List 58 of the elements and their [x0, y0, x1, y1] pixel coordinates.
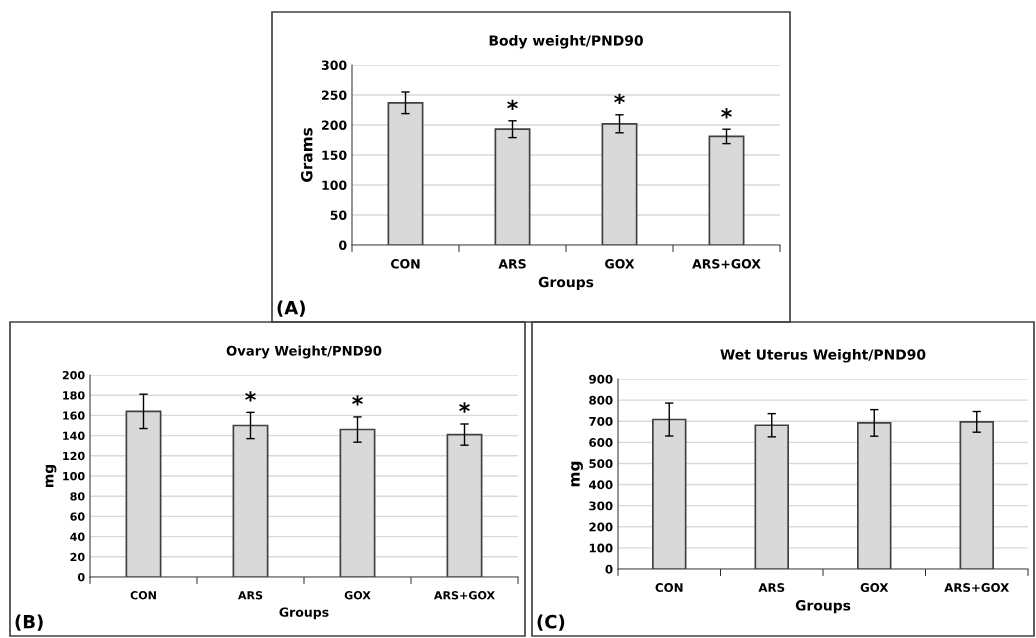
y-tick-label: 160 [63, 411, 85, 420]
y-tick-label: 300 [589, 501, 613, 511]
y-axis-title: Grams [300, 128, 313, 182]
x-tick-label: ARS [758, 583, 785, 593]
y-tick-label: 20 [70, 552, 85, 562]
text: (C) [537, 614, 565, 631]
x-tick-label: CON [130, 591, 156, 600]
y-axis-title: mg [571, 461, 583, 487]
y-tick-label: 150 [322, 150, 347, 160]
x-tick-label: ARS+GOX [692, 259, 761, 269]
y-tick-label: 100 [589, 543, 613, 553]
y-tick-label: 0 [339, 240, 347, 250]
y-tick-label: 200 [322, 120, 347, 130]
x-axis-title: Groups [279, 607, 329, 620]
y-tick-label: 100 [322, 180, 347, 190]
annotation: * [245, 391, 256, 402]
y-tick-label: 100 [63, 471, 85, 481]
y-tick-label: 700 [589, 416, 613, 426]
x-axis-title: Groups [538, 276, 594, 290]
y-axis-title: mg [45, 464, 57, 488]
annotation: * [614, 93, 625, 104]
y-tick-label: 600 [589, 438, 613, 447]
text: (B) [15, 614, 43, 631]
y-tick-label: 400 [589, 480, 613, 490]
y-tick-label: 300 [321, 60, 347, 70]
text: (A) [277, 300, 305, 317]
y-tick-label: 60 [70, 512, 85, 521]
x-tick-label: ARS [237, 591, 263, 600]
x-tick-label: CON [655, 583, 683, 593]
chart-title: Wet Uterus Weight/PND90 [720, 349, 926, 363]
x-tick-label: GOX [860, 583, 889, 593]
y-tick-label: 200 [589, 522, 613, 532]
y-tick-label: 0 [77, 572, 85, 582]
y-tick-label: 50 [330, 210, 347, 220]
x-axis-title: Groups [795, 600, 851, 614]
y-tick-label: 140 [63, 431, 85, 440]
chart-title: Body weight/PND90 [489, 35, 643, 49]
y-tick-label: 120 [63, 451, 85, 461]
x-tick-label: ARS [498, 259, 526, 269]
y-tick-label: 80 [70, 492, 85, 501]
annotation: * [721, 108, 732, 119]
x-tick-label: GOX [605, 259, 635, 269]
y-tick-label: 500 [589, 459, 613, 469]
y-tick-label: 0 [605, 564, 613, 574]
y-tick-label: 900 [589, 374, 613, 384]
x-tick-label: CON [390, 259, 420, 269]
x-tick-label: ARS+GOX [944, 583, 1010, 593]
y-tick-label: 200 [62, 370, 85, 380]
y-tick-label: 40 [70, 532, 85, 541]
chart-title: Ovary Weight/PND90 [226, 345, 382, 359]
annotation: * [352, 395, 363, 406]
x-tick-label: ARS+GOX [433, 591, 495, 600]
y-tick-label: 180 [63, 391, 85, 400]
y-tick-label: 250 [322, 90, 347, 100]
annotation: * [459, 402, 470, 413]
x-tick-label: GOX [344, 591, 371, 600]
y-tick-label: 800 [589, 395, 613, 405]
annotation: * [507, 99, 518, 110]
